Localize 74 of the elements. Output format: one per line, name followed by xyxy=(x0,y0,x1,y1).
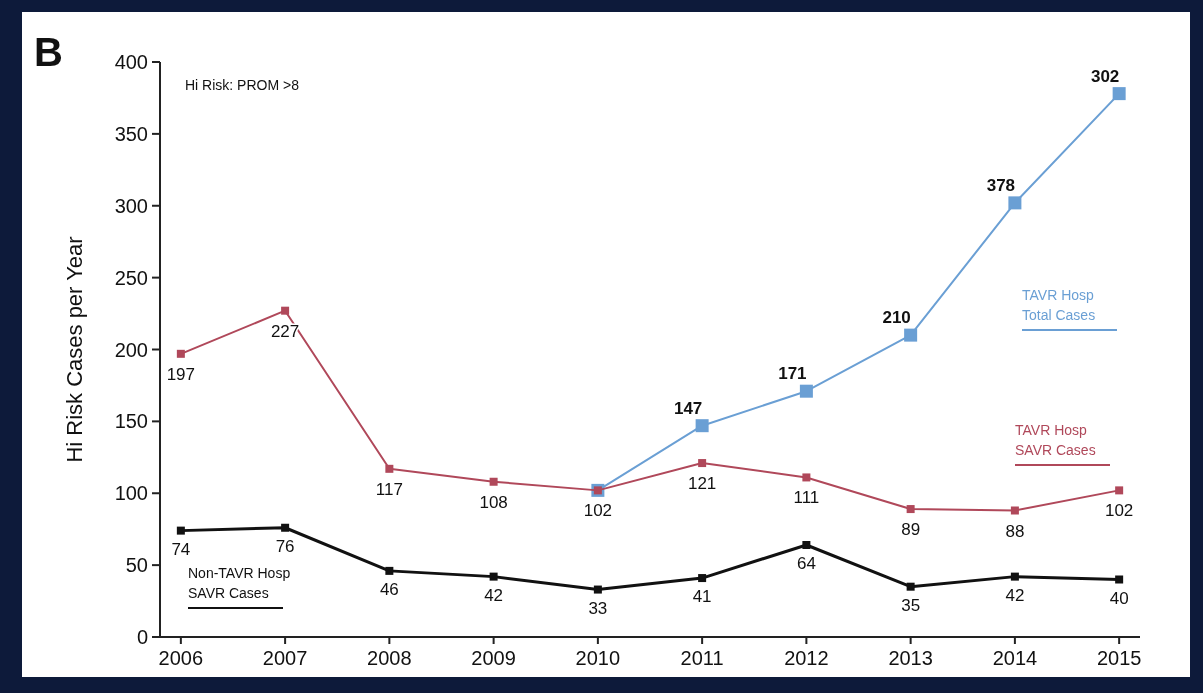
data-label: 102 xyxy=(583,501,613,521)
y-tick-label: 250 xyxy=(114,266,148,289)
data-label: 42 xyxy=(484,585,504,605)
point xyxy=(799,384,813,398)
point xyxy=(489,572,498,581)
data-label: 76 xyxy=(275,536,295,556)
data-label: 111 xyxy=(793,488,820,508)
point xyxy=(698,459,707,468)
point xyxy=(802,473,811,482)
x-tick-label: 2015 xyxy=(1096,647,1142,669)
data-label: 33 xyxy=(588,598,608,618)
data-label: 88 xyxy=(1005,521,1025,541)
point xyxy=(906,582,915,591)
data-label: 40 xyxy=(1109,588,1129,608)
x-tick-label: 2006 xyxy=(158,647,204,669)
point xyxy=(904,328,918,342)
y-tick-label: 50 xyxy=(125,554,148,577)
point xyxy=(1008,196,1022,210)
y-tick-label: 400 xyxy=(114,51,148,73)
annotation: 378 xyxy=(986,175,1016,195)
point xyxy=(281,306,290,315)
text: TAVR Hosp Total Cases xyxy=(1022,287,1096,323)
x-tick-label: 2010 xyxy=(575,647,621,669)
data-label: 102 xyxy=(1104,501,1134,521)
point xyxy=(1010,506,1019,515)
data-label: 121 xyxy=(687,474,717,494)
point xyxy=(385,566,394,575)
data-label: 108 xyxy=(479,492,508,512)
x-tick-label: 2011 xyxy=(680,647,724,669)
data-label: 210 xyxy=(882,308,911,328)
point xyxy=(1112,87,1126,101)
y-tick-label: 200 xyxy=(114,338,148,361)
data-label: 64 xyxy=(796,554,816,573)
x-tick-label: 2008 xyxy=(367,647,412,669)
point xyxy=(802,541,811,549)
x-tick-label: 2013 xyxy=(888,647,933,669)
data-label: 171 xyxy=(778,364,807,384)
y-tick-label: 300 xyxy=(114,194,148,217)
point xyxy=(695,419,709,433)
annotation: 302 xyxy=(1090,66,1120,86)
point xyxy=(176,349,185,358)
point xyxy=(1010,572,1019,581)
data-label: 197 xyxy=(166,364,196,384)
data-label: 41 xyxy=(692,587,712,607)
point xyxy=(385,464,394,473)
data-label: 46 xyxy=(379,579,399,599)
point xyxy=(281,523,290,532)
y-tick-label: 0 xyxy=(136,626,148,648)
annotation: Hi Risk: PROM >8 xyxy=(185,77,300,93)
y-tick-label: 100 xyxy=(114,482,148,505)
data-label: 147 xyxy=(673,398,703,418)
data-label: 74 xyxy=(171,539,191,559)
point xyxy=(1115,486,1124,495)
text: B xyxy=(34,30,63,74)
point xyxy=(489,477,498,486)
x-tick-label: 2012 xyxy=(784,647,829,669)
x-tick-label: 2007 xyxy=(262,647,308,669)
text: Non-TAVR Hosp SAVR Cases xyxy=(188,565,291,601)
point xyxy=(698,574,707,583)
data-label: 117 xyxy=(375,479,403,499)
y-tick-label: 150 xyxy=(114,410,148,433)
data-label: 89 xyxy=(901,520,921,540)
data-label: 42 xyxy=(1005,585,1025,605)
y-tick-label: 350 xyxy=(114,122,148,145)
data-label: 227 xyxy=(270,321,300,341)
point xyxy=(1115,575,1124,584)
point xyxy=(906,505,915,514)
point xyxy=(176,526,185,535)
x-tick-label: 2014 xyxy=(992,647,1038,669)
data-label: 35 xyxy=(901,595,921,615)
point xyxy=(593,585,602,594)
text: TAVR Hosp SAVR Cases xyxy=(1015,422,1096,458)
x-tick-label: 2009 xyxy=(471,647,516,669)
y-axis-title: Hi Risk Cases per Year xyxy=(62,236,87,463)
